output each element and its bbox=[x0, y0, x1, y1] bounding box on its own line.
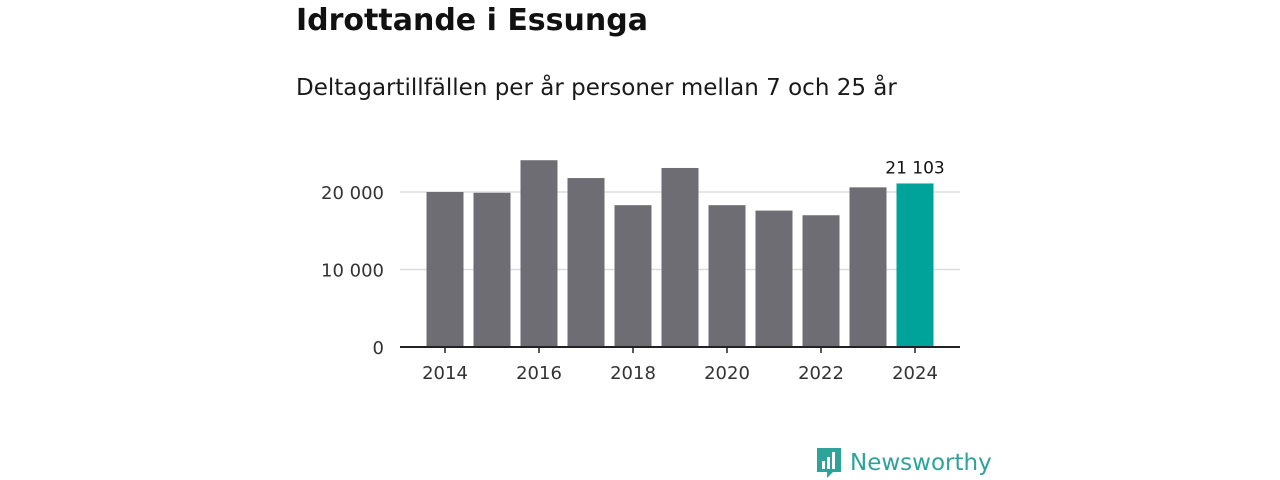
newsworthy-logo: Newsworthy bbox=[815, 446, 992, 480]
bar-2022 bbox=[802, 215, 840, 347]
bar-2017 bbox=[567, 178, 605, 347]
x-tick-label: 2018 bbox=[610, 363, 656, 384]
x-tick-label: 2014 bbox=[422, 363, 468, 384]
bar-2016 bbox=[520, 160, 558, 347]
y-tick-label: 20 000 bbox=[321, 183, 384, 204]
bar-2021 bbox=[755, 210, 793, 347]
data-label: 21 103 bbox=[885, 158, 944, 178]
y-tick-label: 0 bbox=[373, 338, 384, 359]
x-tick-label: 2020 bbox=[704, 363, 750, 384]
chart-subtitle: Deltagartillfällen per år personer mella… bbox=[296, 75, 897, 101]
bar-2019 bbox=[661, 167, 699, 347]
brand-name: Newsworthy bbox=[850, 450, 992, 476]
y-tick-label: 10 000 bbox=[321, 261, 384, 282]
bar-2014 bbox=[426, 192, 464, 347]
x-tick-label: 2016 bbox=[516, 363, 562, 384]
bar-2015 bbox=[473, 192, 511, 347]
bar-2020 bbox=[708, 205, 746, 347]
x-tick-label: 2022 bbox=[798, 363, 844, 384]
bar-2024 bbox=[896, 183, 934, 347]
newsworthy-logo-icon bbox=[817, 448, 841, 478]
x-tick-label: 2024 bbox=[892, 363, 938, 384]
bar-2023 bbox=[849, 187, 887, 347]
bar-2018 bbox=[614, 205, 652, 347]
chart-title: Idrottande i Essunga bbox=[296, 3, 648, 38]
